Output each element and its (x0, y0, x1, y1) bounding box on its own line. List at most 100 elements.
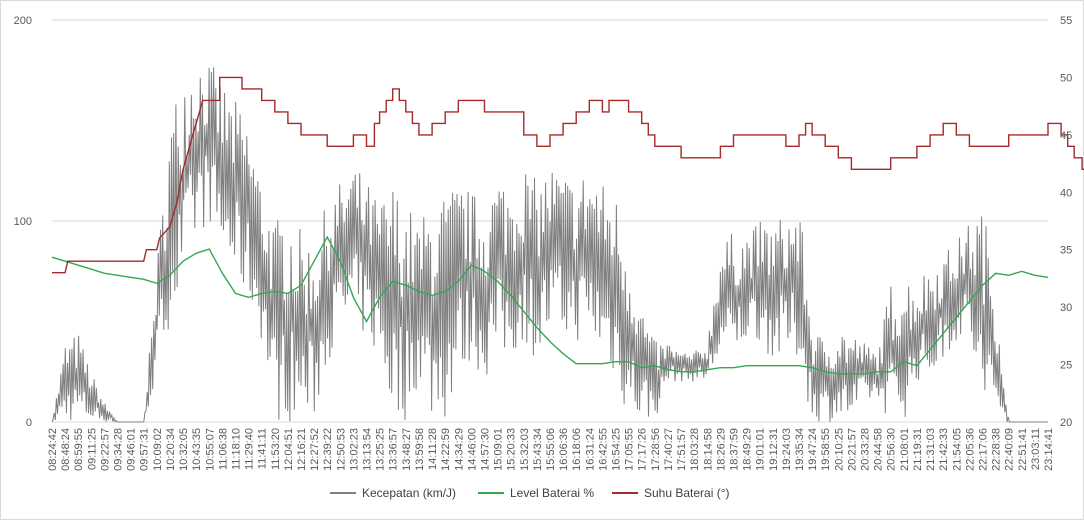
x-tick-label: 18:14:58 (702, 428, 714, 471)
x-tick-label: 15:32:03 (519, 428, 531, 471)
x-tick-label: 17:51:57 (676, 428, 688, 471)
series-line-speed (51, 67, 1048, 423)
x-tick-label: 22:51:41 (1017, 428, 1029, 471)
x-tick-label: 18:03:28 (689, 428, 701, 471)
x-tick-label: 09:22:57 (99, 428, 111, 471)
x-tick-label: 13:59:58 (414, 428, 426, 471)
x-tick-label: 09:34:28 (113, 428, 125, 471)
x-tick-label: 18:49:29 (742, 428, 754, 471)
x-tick-label: 12:04:51 (283, 428, 295, 471)
x-tick-label: 09:46:01 (126, 428, 138, 471)
x-tick-label: 14:34:29 (453, 428, 465, 471)
x-tick-label: 16:54:25 (611, 428, 623, 471)
y-right-tick-label: 30 (1060, 302, 1072, 314)
x-tick-label: 12:50:53 (335, 428, 347, 471)
x-tick-label: 22:17:06 (977, 428, 989, 471)
y-left-tick-label: 100 (14, 216, 32, 228)
x-tick-label: 13:36:57 (388, 428, 400, 471)
x-tick-label: 19:35:34 (794, 428, 806, 471)
x-tick-label: 23:03:11 (1030, 428, 1042, 470)
x-tick-label: 17:28:56 (650, 428, 662, 471)
x-tick-label: 20:10:25 (833, 428, 845, 471)
legend: Kecepatan (km/J) Level Baterai % Suhu Bate… (330, 486, 730, 500)
x-tick-label: 21:19:31 (912, 428, 924, 471)
y-right-tick-label: 35 (1060, 245, 1072, 257)
x-tick-label: 21:08:01 (899, 428, 911, 471)
x-tick-label: 19:24:03 (781, 428, 793, 471)
x-tick-label: 08:59:55 (73, 428, 85, 471)
series-line-battery-level (51, 235, 1049, 375)
x-tick-label: 20:44:58 (873, 428, 885, 471)
x-tick-label: 11:29:40 (244, 428, 256, 470)
x-tick-label: 12:39:22 (322, 428, 334, 471)
x-tick-label: 14:11:28 (427, 428, 439, 470)
x-tick-label: 19:47:24 (807, 428, 819, 471)
legend-item-battery-level-label: Level Baterai % (510, 486, 594, 500)
x-tick-label: 13:13:54 (362, 428, 374, 471)
x-tick-label: 14:46:00 (466, 428, 478, 471)
y-right-tick-label: 50 (1060, 72, 1072, 84)
x-tick-label: 20:21:57 (846, 428, 858, 471)
x-tick-label: 19:58:55 (820, 428, 832, 471)
x-tick-label: 10:55:07 (204, 428, 216, 471)
y-right-tick-label: 20 (1060, 417, 1072, 429)
x-tick-label: 21:54:05 (951, 428, 963, 471)
x-tick-label: 21:42:33 (938, 428, 950, 471)
x-tick-label: 10:43:35 (191, 428, 203, 471)
x-tick-label: 22:28:38 (991, 428, 1003, 471)
y-left-tick-label: 0 (26, 417, 32, 429)
x-tick-label: 20:33:28 (860, 428, 872, 471)
x-tick-label: 11:06:38 (217, 428, 229, 470)
x-tick-label: 17:05:55 (624, 428, 636, 471)
x-tick-label: 08:48:24 (60, 428, 72, 471)
x-tick-label: 15:55:06 (545, 428, 557, 471)
x-tick-label: 10:32:05 (178, 428, 190, 471)
x-tick-label: 19:01:01 (755, 428, 767, 471)
legend-item-battery-temp-label: Suhu Baterai (°) (644, 486, 730, 500)
x-tick-label: 17:17:26 (637, 428, 649, 471)
x-tick-label: 18:37:59 (728, 428, 740, 471)
x-tick-label: 11:41:11 (257, 428, 269, 469)
x-tick-label: 13:48:27 (401, 428, 413, 471)
x-tick-label: 16:31:24 (584, 428, 596, 471)
x-tick-label: 17:40:27 (663, 428, 675, 471)
x-tick-label: 11:18:10 (230, 428, 242, 470)
x-tick-label: 15:09:01 (493, 428, 505, 471)
x-tick-label: 15:20:33 (506, 428, 518, 471)
x-tick-label: 22:05:36 (964, 428, 976, 471)
y-right-tick-label: 40 (1060, 187, 1072, 199)
x-tick-label: 13:02:23 (348, 428, 360, 471)
series-line-battery-temp (52, 76, 1084, 274)
x-tick-label: 21:31:03 (925, 428, 937, 471)
x-tick-label: 08:24:42 (47, 428, 59, 471)
x-tick-label: 16:06:36 (558, 428, 570, 471)
x-tick-label: 09:11:25 (86, 428, 98, 470)
x-tick-label: 10:20:34 (165, 428, 177, 471)
legend-item-speed-label: Kecepatan (km/J) (362, 486, 456, 500)
x-tick-label: 14:57:30 (479, 428, 491, 471)
x-tick-label: 11:53:20 (270, 428, 282, 470)
x-tick-label: 14:22:59 (440, 428, 452, 471)
gridlines (52, 19, 1048, 423)
x-tick-label: 10:09:02 (152, 428, 164, 471)
y-right-tick-label: 25 (1060, 360, 1072, 372)
x-tick-label: 16:18:06 (571, 428, 583, 471)
x-tick-label: 20:56:30 (886, 428, 898, 471)
series-group (51, 67, 1084, 423)
x-tick-label: 13:25:25 (375, 428, 387, 471)
x-tick-label: 15:43:34 (532, 428, 544, 471)
x-tick-label: 16:42:55 (597, 428, 609, 471)
x-tick-label: 22:40:09 (1004, 428, 1016, 471)
y-right-tick-label: 45 (1060, 130, 1072, 142)
x-tick-label: 18:26:29 (715, 428, 727, 471)
x-tick-label: 19:12:31 (768, 428, 780, 471)
x-tick-label: 12:16:21 (296, 428, 308, 471)
x-tick-label: 09:57:31 (139, 428, 151, 471)
y-right-tick-label: 55 (1060, 15, 1072, 27)
x-tick-label: 12:27:52 (309, 428, 321, 471)
y-left-tick-label: 200 (14, 15, 32, 27)
x-tick-label: 23:14:41 (1043, 428, 1055, 471)
